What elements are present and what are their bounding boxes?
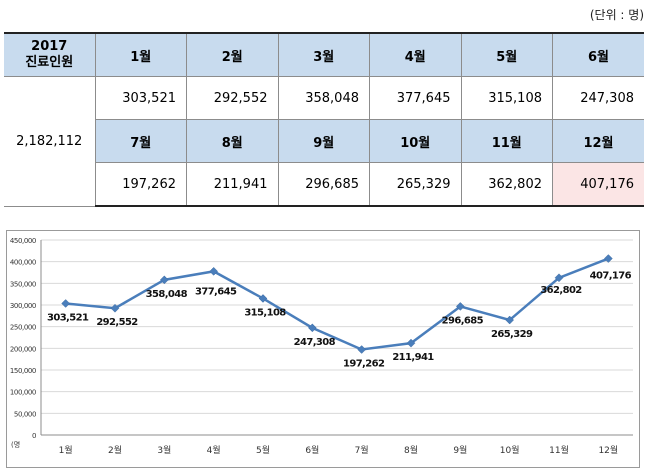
month-header: 5월 (460, 32, 553, 77)
x-tick-label: 4월 (207, 444, 221, 456)
data-point (258, 294, 268, 303)
data-label: 377,645 (195, 286, 237, 297)
month-header-row-1: 2017 진료인원 1월 2월 3월 4월 5월 6월 (4, 32, 644, 77)
data-point (307, 323, 317, 333)
total-patients-cell: 2,182,112 (4, 76, 96, 207)
data-point (159, 275, 169, 285)
data-point (406, 338, 416, 348)
month-value: 315,108 (460, 76, 553, 120)
monthly-patients-table: 2017 진료인원 1월 2월 3월 4월 5월 6월 2,182,112 30… (4, 32, 644, 207)
month-value: 292,552 (186, 76, 279, 120)
x-tick-label: 3월 (157, 444, 171, 456)
chart-svg: 0 50,000 100,000 150,000 200,000 250,000 300,0… (10, 237, 633, 456)
data-label: 211,941 (392, 352, 434, 363)
data-label: 292,552 (96, 317, 138, 328)
unit-label: (단위 : 명) (589, 8, 644, 22)
data-label: 247,308 (294, 337, 336, 348)
data-point (505, 315, 515, 325)
data-point (455, 302, 465, 311)
month-header: 12월 (552, 119, 644, 163)
data-point (554, 273, 564, 283)
y-tick-label: 200,000 (10, 345, 36, 353)
y-tick-label: 350,000 (10, 280, 36, 288)
x-tick-label: 7월 (355, 444, 369, 456)
patients-label: 진료인원 (25, 55, 74, 70)
data-point (603, 254, 613, 263)
y-tick-label: 50,000 (14, 410, 36, 418)
y-tick-label: 100,000 (10, 389, 36, 397)
month-value: 377,645 (369, 76, 462, 120)
data-label: 296,685 (442, 315, 484, 326)
month-header: 1월 (94, 32, 187, 77)
data-label: 362,802 (540, 285, 582, 296)
month-value: 197,262 (95, 162, 187, 207)
data-label: 197,262 (343, 359, 385, 370)
month-header: 8월 (186, 119, 279, 163)
y-tick-label: 250,000 (10, 324, 36, 332)
month-value: 296,685 (277, 162, 370, 207)
x-tick-label: 12월 (598, 444, 618, 456)
data-label: 303,521 (47, 312, 89, 323)
x-tick-label: 11월 (549, 444, 569, 456)
y-tick-label: 450,000 (10, 237, 36, 245)
series-line (65, 257, 609, 351)
x-tick-label: 6월 (305, 444, 319, 456)
data-label: 358,048 (146, 289, 188, 300)
x-tick-label: 8월 (404, 444, 418, 456)
y-tick-label: 300,000 (10, 302, 36, 310)
data-point (357, 345, 367, 354)
data-label: 407,176 (590, 271, 632, 282)
x-tick-label: 10월 (500, 444, 520, 456)
y-tick-label: 0 (32, 432, 36, 440)
month-header: 9월 (277, 119, 370, 163)
month-value: 265,329 (369, 162, 462, 207)
month-value-highlighted: 407,176 (552, 162, 644, 207)
value-row-1: 2,182,112 303,521 292,552 358,048 377,64… (4, 76, 644, 207)
month-value: 358,048 (277, 76, 370, 120)
data-point (209, 267, 219, 276)
year-header-cell: 2017 진료인원 (4, 32, 96, 77)
month-header: 4월 (369, 32, 462, 77)
x-tick-label: 2월 (108, 444, 122, 456)
data-point (61, 299, 71, 308)
month-header: 3월 (277, 32, 370, 77)
year-label: 2017 (31, 39, 68, 54)
x-tick-label: 1월 (59, 444, 73, 456)
data-label: 315,108 (244, 307, 286, 318)
y-axis-label: (명 (11, 440, 20, 449)
data-label: 265,329 (491, 329, 533, 340)
data-point (110, 303, 120, 313)
month-header: 11월 (460, 119, 553, 163)
month-value: 247,308 (552, 76, 644, 120)
value-row-2: 197,262 211,941 296,685 265,329 362,802 … (4, 162, 644, 207)
month-value: 362,802 (460, 162, 553, 207)
x-tick-label: 9월 (453, 444, 467, 456)
y-tick-label: 400,000 (10, 259, 36, 267)
month-header: 2월 (186, 32, 279, 77)
line-chart: 0 50,000 100,000 150,000 200,000 250,000 300,0… (6, 230, 640, 468)
month-value: 211,941 (186, 162, 279, 207)
month-header-row-2: 7월 8월 9월 10월 11월 12월 (4, 119, 644, 163)
month-header: 6월 (552, 32, 644, 77)
month-header: 7월 (95, 119, 187, 163)
x-tick-label: 5월 (256, 444, 270, 456)
y-tick-label: 150,000 (10, 367, 36, 375)
month-header: 10월 (369, 119, 462, 163)
month-value: 303,521 (94, 76, 187, 120)
